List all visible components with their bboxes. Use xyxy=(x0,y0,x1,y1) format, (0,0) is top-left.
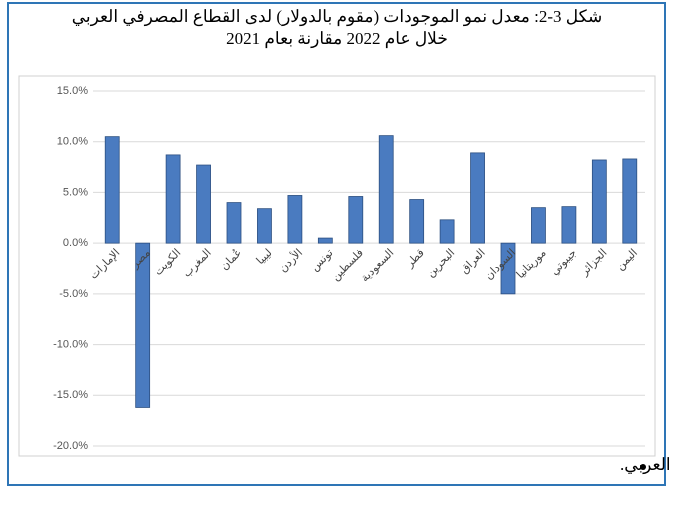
y-tick-label: -15.0% xyxy=(53,389,88,401)
bar xyxy=(165,154,181,244)
x-tick-label: موريتانيا xyxy=(514,246,549,281)
x-tick-label: الإمارات xyxy=(87,246,123,282)
y-tick-label: 10.0% xyxy=(57,136,88,148)
y-tick-label: 15.0% xyxy=(57,85,88,97)
x-tick-label: اليمن xyxy=(614,246,640,272)
bar xyxy=(409,199,425,244)
y-tick-label: -20.0% xyxy=(53,440,88,452)
bullet xyxy=(640,464,646,470)
x-tick-label: الأردن xyxy=(276,245,305,274)
chart-title: شكل 3-2: معدل نمو الموجودات (مقوم بالدول… xyxy=(72,7,603,27)
x-tick-label: الجزائر xyxy=(577,246,609,278)
bar xyxy=(257,208,272,244)
x-tick-label: عُمان xyxy=(218,246,244,272)
y-tick-label: 5.0% xyxy=(63,186,88,198)
bar xyxy=(317,237,333,244)
bar xyxy=(561,206,577,244)
x-tick-label: السعودية xyxy=(358,246,396,284)
x-tick-label: البحرين xyxy=(424,246,457,279)
x-tick-label: ليبيا xyxy=(254,246,275,267)
bar xyxy=(622,158,638,244)
x-tick-label: جيبوتي xyxy=(548,246,579,277)
bar xyxy=(439,219,455,244)
y-tick-label: 0.0% xyxy=(63,237,88,249)
y-tick-label: -10.0% xyxy=(53,338,88,350)
x-tick-label: تونس xyxy=(308,246,335,273)
x-tick-label: قطر xyxy=(403,246,427,270)
bar xyxy=(135,242,151,408)
x-tick-label: الكويت xyxy=(152,246,184,278)
bar xyxy=(531,207,546,244)
frame xyxy=(7,2,666,486)
bar xyxy=(226,202,242,244)
plot-frame xyxy=(18,75,656,457)
bar xyxy=(287,195,303,244)
bar xyxy=(196,164,211,244)
bar xyxy=(470,152,485,244)
x-tick-label: المغرب xyxy=(180,246,214,280)
bar xyxy=(591,159,607,244)
bar xyxy=(378,135,394,244)
bar xyxy=(348,196,364,244)
chart-subtitle: خلال عام 2022 مقارنة بعام 2021 xyxy=(226,29,448,49)
source: المصدر: استبيان تقرير الإستقرار المالي 2… xyxy=(620,455,673,475)
bar xyxy=(104,136,120,244)
bar xyxy=(500,242,516,295)
y-tick-label: -5.0% xyxy=(59,288,88,300)
